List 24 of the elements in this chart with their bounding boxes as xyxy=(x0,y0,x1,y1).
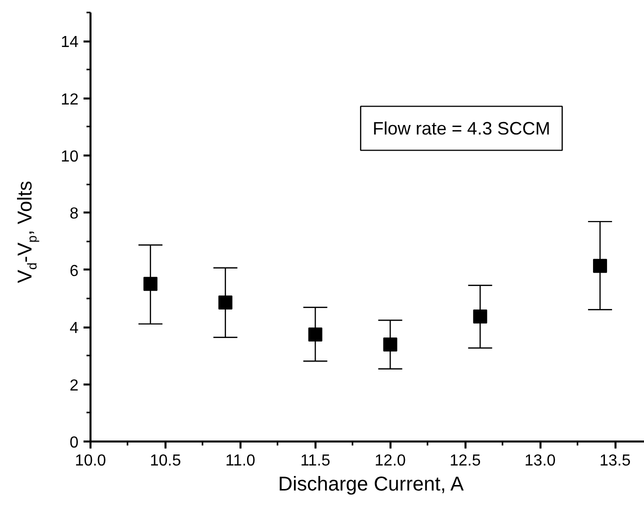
x-tick-label: 10.5 xyxy=(150,452,182,470)
x-tick-label: 10.0 xyxy=(74,452,106,470)
x-axis-title: Discharge Current, A xyxy=(278,474,464,496)
point xyxy=(143,276,158,291)
y-tick-label: 4 xyxy=(70,320,79,338)
y-tick-label: 14 xyxy=(60,34,79,52)
y-tick-label: 2 xyxy=(70,377,79,394)
y-tick-label: 12 xyxy=(60,91,79,108)
y-tick-label: 10 xyxy=(60,148,79,166)
point xyxy=(383,338,398,352)
x-tick-label: 13.5 xyxy=(599,452,631,470)
point xyxy=(593,258,608,273)
x-tick-label: 11.0 xyxy=(225,452,256,470)
point xyxy=(218,296,232,310)
annotation: Flow rate = 4.3 SCCM xyxy=(372,118,550,138)
x-tick-label: 12.0 xyxy=(374,452,406,470)
x-tick-label: 13.0 xyxy=(524,452,556,470)
x-tick-label: 11.5 xyxy=(300,452,330,470)
y-tick-label: 0 xyxy=(70,434,79,452)
point xyxy=(308,328,322,342)
point xyxy=(473,310,488,324)
x-tick-label: 12.5 xyxy=(450,452,481,470)
y-tick-label: 6 xyxy=(70,262,79,280)
y-tick-label: 8 xyxy=(70,206,79,223)
